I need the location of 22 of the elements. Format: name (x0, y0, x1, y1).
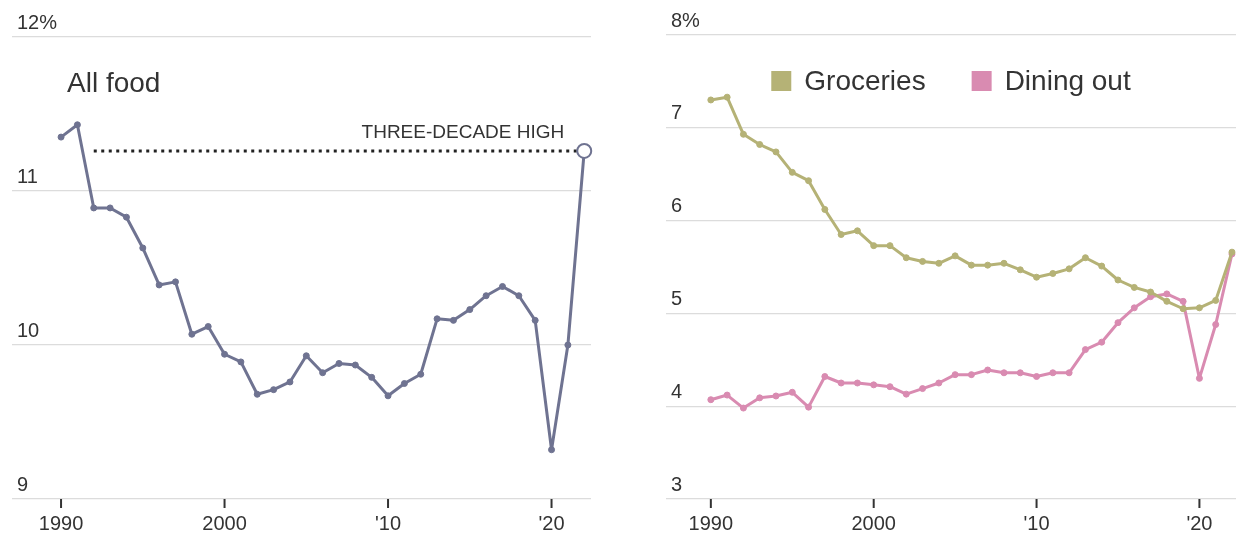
x-tick-label: 1990 (38, 511, 84, 534)
x-tick-label: 2000 (851, 511, 896, 534)
y-tick-label: 7 (671, 101, 683, 124)
y-tick-label: 4 (671, 379, 683, 402)
x-tick-label: 2000 (202, 511, 247, 534)
x-tick-label: 1990 (688, 511, 734, 534)
x-tick-label: '10 (1023, 511, 1050, 534)
y-tick-label: 9 (17, 472, 29, 495)
x-tick-label: '20 (1186, 511, 1213, 534)
legend-label: Groceries (804, 64, 926, 96)
y-tick-label: 11 (17, 164, 38, 187)
y-tick-label: 12% (17, 10, 58, 33)
y-tick-label: 5 (671, 286, 683, 309)
x-tick-label: '10 (375, 511, 402, 534)
text: All food (67, 67, 161, 98)
ref-line-label: THREE-DECADE HIGH (361, 120, 565, 142)
legend-label: Dining out (1004, 64, 1131, 96)
y-tick-label: 8% (671, 8, 701, 31)
y-tick-label: 6 (671, 194, 683, 217)
y-tick-label: 10 (17, 318, 40, 341)
x-tick-label: '20 (538, 511, 565, 534)
y-tick-label: 3 (671, 472, 683, 495)
